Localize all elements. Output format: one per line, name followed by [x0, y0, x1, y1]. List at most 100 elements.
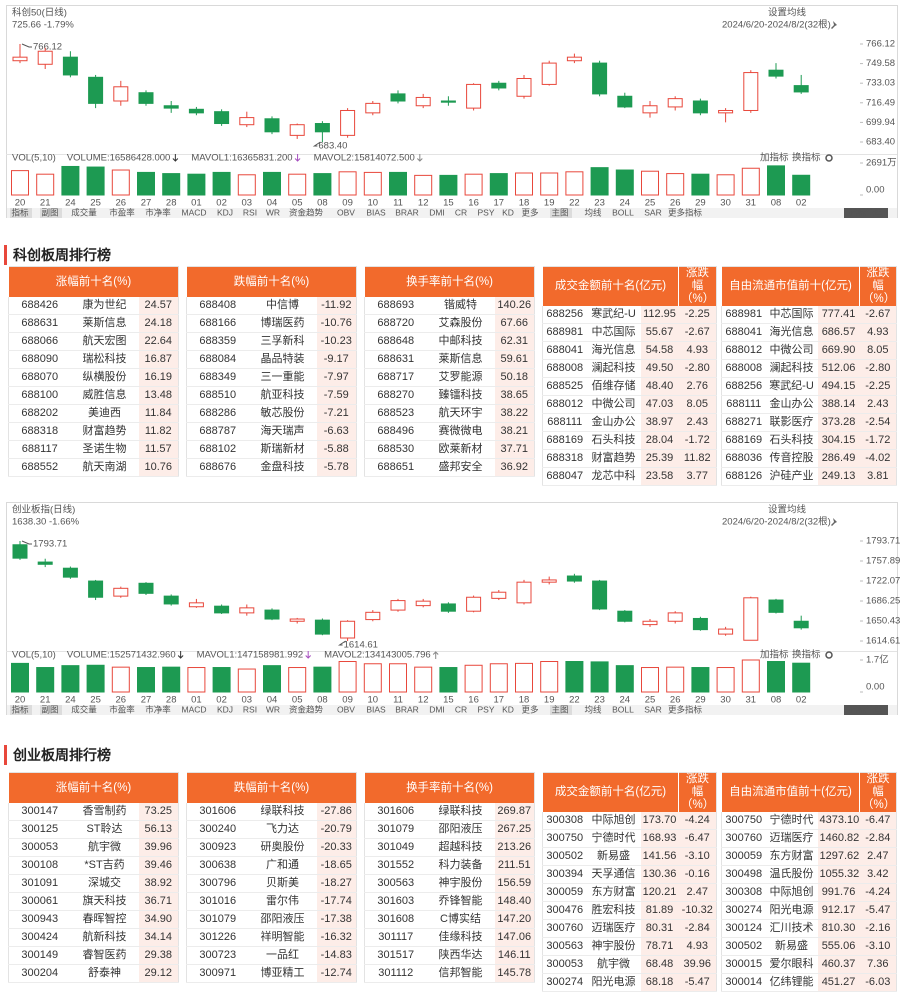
stock-name[interactable]: 航天南湖	[70, 458, 139, 477]
stock-name[interactable]: 天孚通信	[586, 865, 641, 884]
stock-name[interactable]: 海天瑞声	[248, 422, 317, 441]
stock-name[interactable]: 晶品特装	[248, 350, 317, 369]
indicator-tab[interactable]: 指标	[11, 207, 29, 217]
stock-name[interactable]: 锴威特	[426, 297, 495, 315]
stock-name[interactable]: 沪硅产业	[765, 467, 818, 486]
stock-name[interactable]: 石头科技	[765, 431, 818, 450]
stock-name[interactable]: 春晖智控	[70, 910, 139, 929]
stock-name[interactable]: 瑞松科技	[70, 350, 139, 369]
stock-name[interactable]: 航天宏图	[70, 332, 139, 351]
stock-name[interactable]: 新易盛	[765, 937, 818, 956]
indicator-tab[interactable]: 更多	[521, 704, 539, 714]
stock-name[interactable]: 迈瑞医疗	[586, 919, 641, 938]
stock-name[interactable]: 信邦智能	[426, 964, 495, 983]
stock-name[interactable]: 神宇股份	[426, 874, 495, 893]
stock-name[interactable]: 中芯国际	[765, 306, 818, 324]
indicator-tab[interactable]: 指标	[11, 704, 29, 714]
stock-name[interactable]: 超越科技	[426, 838, 495, 857]
stock-name[interactable]: 宁德时代	[765, 812, 818, 830]
indicator-tab[interactable]: KD	[502, 207, 514, 217]
stock-name[interactable]: 航宇微	[70, 838, 139, 857]
stock-name[interactable]: 中际旭创	[765, 883, 818, 902]
stock-name[interactable]: 中信博	[248, 297, 317, 315]
stock-name[interactable]: 威胜信息	[70, 386, 139, 405]
stock-name[interactable]: 飞力达	[248, 820, 317, 839]
stock-name[interactable]: 研奥股份	[248, 838, 317, 857]
stock-name[interactable]: 阳光电源	[765, 901, 818, 920]
indicator-tab[interactable]: BRAR	[395, 207, 419, 217]
stock-name[interactable]: C博实结	[426, 910, 495, 929]
stock-name[interactable]: 欧莱新材	[426, 440, 495, 459]
indicator-tab[interactable]: KD	[502, 704, 514, 714]
stock-name[interactable]: 财富趋势	[70, 422, 139, 441]
indicator-tab[interactable]: WR	[266, 704, 280, 714]
stock-name[interactable]: 艾罗能源	[426, 368, 495, 387]
stock-name[interactable]: 佳缘科技	[426, 928, 495, 947]
stock-name[interactable]: 广和通	[248, 856, 317, 875]
stock-name[interactable]: 一品红	[248, 946, 317, 965]
stock-name[interactable]: 绿联科技	[426, 803, 495, 821]
stock-name[interactable]: 陕西华达	[426, 946, 495, 965]
stock-name[interactable]: 新易盛	[586, 847, 641, 866]
indicator-tab[interactable]: 资金趋势	[289, 704, 324, 714]
indicator-tab[interactable]: KDJ	[217, 704, 233, 714]
indicator-button[interactable]: 换指标	[792, 649, 821, 661]
stock-name[interactable]: 贝斯美	[248, 874, 317, 893]
stock-name[interactable]: 神宇股份	[586, 937, 641, 956]
stock-name[interactable]: 艾森股份	[426, 314, 495, 333]
stock-name[interactable]: 海光信息	[765, 323, 818, 342]
settings-link[interactable]: 设置均线	[768, 504, 807, 516]
stock-name[interactable]: 雷尔伟	[248, 892, 317, 911]
indicator-tab[interactable]: 市净率	[145, 704, 171, 714]
indicator-tab[interactable]: 指标管理	[849, 704, 884, 714]
stock-name[interactable]: 东方财富	[586, 883, 641, 902]
stock-name[interactable]: 龙芯中科	[586, 467, 641, 486]
stock-name[interactable]: 舒泰神	[70, 964, 139, 983]
indicator-tab[interactable]: DMI	[429, 704, 445, 714]
stock-name[interactable]: 海光信息	[586, 341, 641, 360]
stock-name[interactable]: 阳光电源	[586, 973, 641, 992]
stock-name[interactable]: 中芯国际	[586, 323, 641, 342]
indicator-tab[interactable]: MACD	[181, 207, 206, 217]
stock-name[interactable]: 东方财富	[765, 847, 818, 866]
stock-name[interactable]: 澜起科技	[586, 359, 641, 378]
indicator-tab[interactable]: 市净率	[145, 207, 171, 217]
stock-name[interactable]: 祥明智能	[248, 928, 317, 947]
indicator-tab[interactable]: 副图	[41, 207, 58, 217]
indicator-tab[interactable]: 主图	[551, 207, 568, 217]
indicator-tab[interactable]: BIAS	[366, 704, 386, 714]
stock-name[interactable]: 旗天科技	[70, 892, 139, 911]
indicator-tab[interactable]: 副图	[41, 704, 58, 714]
stock-name[interactable]: 三孚新科	[248, 332, 317, 351]
stock-name[interactable]: 邵阳液压	[248, 910, 317, 929]
stock-name[interactable]: 寒武纪-U	[765, 377, 818, 396]
stock-name[interactable]: 盛邦安全	[426, 458, 495, 477]
stock-name[interactable]: 汇川技术	[765, 919, 818, 938]
stock-name[interactable]: 金山办公	[765, 395, 818, 414]
stock-name[interactable]: 金山办公	[586, 413, 641, 432]
indicator-tab[interactable]: 市盈率	[109, 207, 135, 217]
indicator-tab[interactable]: DMI	[429, 207, 445, 217]
indicator-tab[interactable]: 资金趋势	[289, 207, 324, 217]
indicator-button[interactable]: 换指标	[792, 152, 821, 164]
stock-name[interactable]: 康为世纪	[70, 297, 139, 315]
stock-name[interactable]: 联影医疗	[765, 413, 818, 432]
stock-name[interactable]: 深城交	[70, 874, 139, 893]
indicator-tab[interactable]: KDJ	[217, 207, 233, 217]
indicator-tab[interactable]: BRAR	[395, 704, 419, 714]
indicator-tab[interactable]: 更多指标	[668, 704, 703, 714]
stock-name[interactable]: 中邮科技	[426, 332, 495, 351]
stock-name[interactable]: 中微公司	[765, 341, 818, 360]
stock-name[interactable]: 美迪西	[70, 404, 139, 423]
stock-name[interactable]: 航宇微	[586, 955, 641, 974]
stock-name[interactable]: 香雪制药	[70, 803, 139, 821]
stock-name[interactable]: 财富趋势	[586, 449, 641, 468]
indicator-tab[interactable]: 市盈率	[109, 704, 135, 714]
indicator-tab[interactable]: RSI	[243, 704, 257, 714]
stock-name[interactable]: 航天环宇	[426, 404, 495, 423]
stock-name[interactable]: 寒武纪-U	[586, 306, 641, 324]
stock-name[interactable]: 绿联科技	[248, 803, 317, 821]
indicator-tab[interactable]: OBV	[337, 207, 355, 217]
indicator-tab[interactable]: 均线	[584, 207, 602, 217]
settings-link[interactable]: 设置均线	[768, 7, 807, 19]
